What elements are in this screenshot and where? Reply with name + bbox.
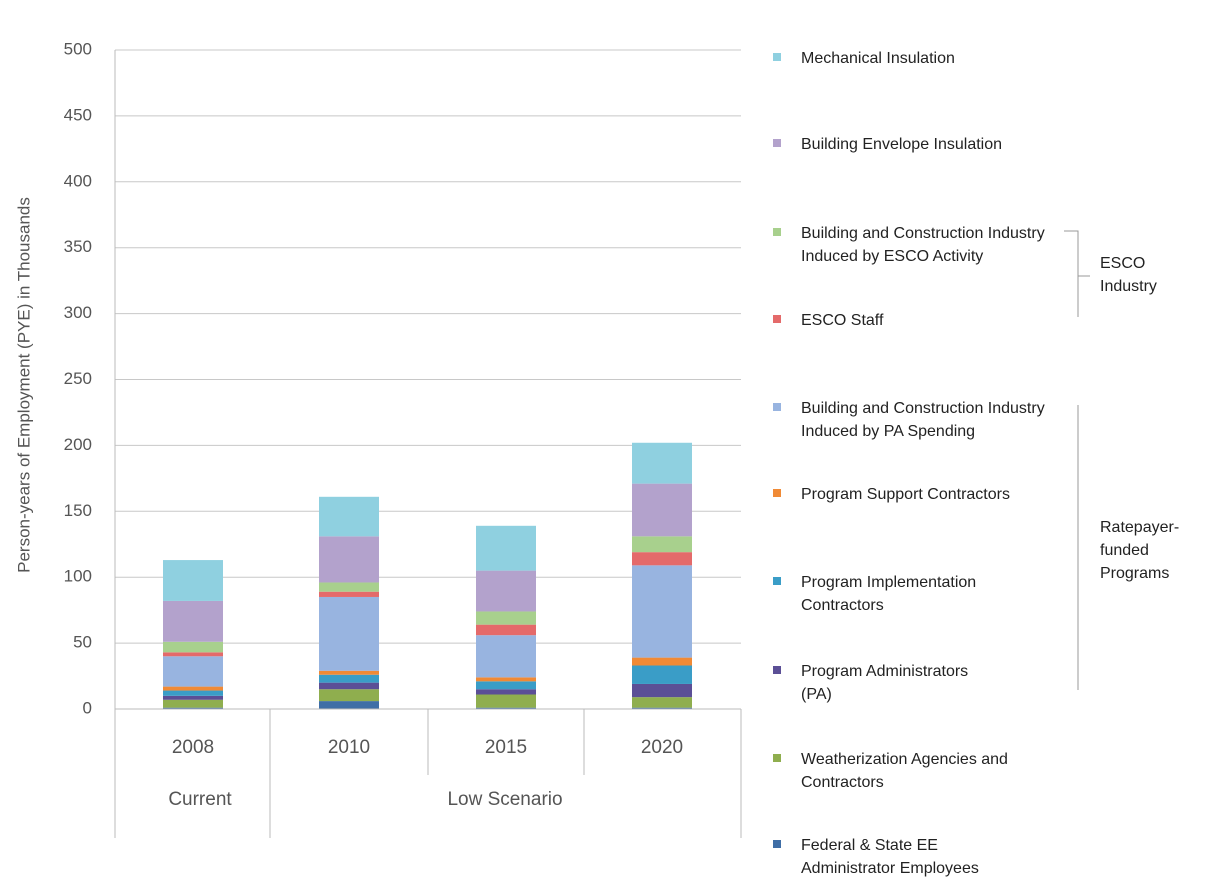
bar-segment (163, 707, 223, 709)
bracket-label-ratepayer: Ratepayer-funded Programs (1100, 519, 1180, 582)
bar-segment (632, 697, 692, 708)
bars (163, 442, 692, 709)
legend-label: Program Support Contractors (801, 486, 1010, 503)
bar-segment (163, 560, 223, 601)
legend-item: Program Support Contractors (773, 483, 1073, 506)
bar-segment (163, 641, 223, 653)
x-tick-label: 2008 (172, 737, 214, 758)
bar-segment (632, 565, 692, 658)
legend-item: Weatherization Agencies and Contractors (773, 748, 1073, 794)
category-group-label: Low Scenario (447, 789, 562, 810)
y-tick-label: 350 (64, 237, 92, 256)
bar-segment (632, 442, 692, 484)
legend-item: Program Administrators (PA) (773, 660, 1073, 706)
bar-segment (319, 701, 379, 709)
legend-label: Federal & State EE Administrator Employe… (801, 837, 979, 877)
bar-segment (319, 496, 379, 537)
legend-swatch (773, 840, 781, 848)
legend-label: Building Envelope Insulation (801, 136, 1003, 153)
bar-segment (319, 536, 379, 583)
legend-item: ESCO Staff (773, 309, 1073, 332)
legend-swatch (773, 489, 781, 497)
bar-segment (476, 611, 536, 625)
bar-segment (163, 656, 223, 687)
bar-segment (632, 657, 692, 666)
legend-swatch (773, 666, 781, 674)
bar-segment (632, 536, 692, 553)
legend-item: Building and Construction Industry Induc… (773, 222, 1073, 268)
legend-swatch (773, 139, 781, 147)
bar-segment (319, 689, 379, 702)
y-tick-label: 450 (64, 105, 92, 124)
bar-segment (163, 600, 223, 642)
bar-segment (476, 694, 536, 708)
y-tick-label: 300 (64, 303, 92, 322)
legend-item: Mechanical Insulation (773, 47, 1073, 70)
y-tick-label: 150 (64, 501, 92, 520)
x-tick-label: 2015 (485, 737, 527, 758)
x-axis (114, 708, 742, 838)
y-tick-label: 0 (83, 698, 92, 717)
legend-label: ESCO Staff (801, 312, 884, 329)
legend-label: Mechanical Insulation (801, 50, 955, 67)
bar-segment (476, 570, 536, 612)
legend-swatch (773, 315, 781, 323)
y-tick-label: 400 (64, 171, 92, 190)
legend-swatch (773, 577, 781, 585)
legend-swatch (773, 228, 781, 236)
bar-segment (476, 689, 536, 695)
esco-bracket (1064, 230, 1079, 317)
bar-segment (632, 483, 692, 537)
bar-segment (163, 695, 223, 700)
y-axis-ticks: 0 50 100 150 200 250 300 350 400 450 500 (64, 39, 92, 717)
category-group-label: Current (168, 789, 232, 810)
bar-segment (476, 707, 536, 709)
x-axis-labels: 2008 2010 2015 2020 Current Low Scenario (168, 737, 683, 810)
legend-item: Building Envelope Insulation (773, 133, 1073, 156)
legend-item: Program Implementation Contractors (773, 571, 1073, 617)
legend-label: Program Administrators (PA) (801, 663, 969, 703)
legend-label: Building and Construction Industry Induc… (801, 400, 1045, 440)
bar-segment (319, 596, 379, 671)
bar-segment (319, 670, 379, 675)
bar-segment (319, 674, 379, 683)
y-axis-label: Person-years of Employment (PYE) in Thou… (14, 197, 33, 573)
bar-segment (163, 699, 223, 708)
legend-swatch (773, 53, 781, 61)
bar-segment (476, 677, 536, 682)
legend-brackets (1064, 230, 1090, 690)
bar-segment (319, 582, 379, 592)
bar-segment (476, 525, 536, 571)
bar-segment (319, 682, 379, 690)
x-tick-label: 2020 (641, 737, 683, 758)
bracket-label-esco: ESCO Industry (1100, 255, 1157, 295)
legend-item: Building and Construction Industry Induc… (773, 397, 1073, 443)
bar-segment (319, 591, 379, 597)
legend-label: Weatherization Agencies and Contractors (801, 751, 1008, 791)
bar-segment (632, 683, 692, 698)
bar-segment (476, 624, 536, 636)
y-tick-label: 200 (64, 435, 92, 454)
bar-segment (163, 652, 223, 657)
y-tick-label: 250 (64, 369, 92, 388)
bar-segment (163, 690, 223, 696)
bar-segment (476, 635, 536, 678)
y-tick-label: 50 (73, 633, 92, 652)
bar-segment (632, 552, 692, 566)
x-tick-label: 2010 (328, 737, 370, 758)
legend-swatch (773, 403, 781, 411)
bar-segment (163, 686, 223, 691)
legend-label: Building and Construction Industry Induc… (801, 225, 1045, 265)
legend-swatch (773, 754, 781, 762)
y-tick-label: 100 (64, 567, 92, 586)
bar-segment (476, 681, 536, 690)
legend-item: Federal & State EE Administrator Employe… (773, 834, 1073, 880)
bar-segment (632, 665, 692, 684)
legend-label: Program Implementation Contractors (801, 574, 977, 614)
y-tick-label: 500 (64, 39, 92, 58)
bar-segment (632, 707, 692, 709)
